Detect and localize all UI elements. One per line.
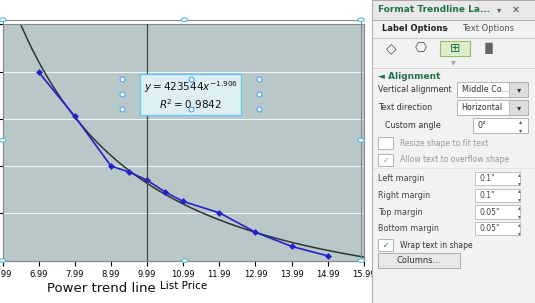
Text: ▾: ▾ [451, 57, 456, 67]
Bar [475, 222, 521, 235]
Text: ▾: ▾ [518, 214, 521, 219]
Text: Power trend line: Power trend line [47, 282, 156, 295]
Text: ▴: ▴ [518, 222, 521, 227]
Text: Middle Co...: Middle Co... [462, 85, 509, 94]
Text: ▾: ▾ [518, 231, 521, 236]
Text: $y = 423544x^{-1.906}$
$R^{2} = 0.9842$: $y = 423544x^{-1.906}$ $R^{2} = 0.9842$ [144, 79, 238, 111]
Text: Resize shape to fit text: Resize shape to fit text [400, 138, 488, 148]
Text: Right margin: Right margin [378, 191, 431, 200]
Text: Left margin: Left margin [378, 174, 425, 183]
Text: ▴: ▴ [518, 172, 521, 177]
Bar [473, 118, 529, 133]
Text: 0°: 0° [478, 121, 487, 130]
Bar [378, 154, 393, 166]
Text: ▾: ▾ [517, 85, 521, 94]
Text: ◄ Alignment: ◄ Alignment [378, 72, 441, 81]
Bar [457, 82, 529, 97]
Bar [475, 189, 521, 202]
Text: Bottom margin: Bottom margin [378, 224, 439, 233]
Text: ▾: ▾ [497, 5, 501, 14]
Text: Vertical alignment: Vertical alignment [378, 85, 452, 94]
Text: ▐▌: ▐▌ [481, 43, 498, 54]
Text: Allow text to overflow shape: Allow text to overflow shape [400, 155, 509, 165]
Bar [378, 239, 393, 251]
Bar [372, 0, 535, 20]
Text: ⊞: ⊞ [450, 42, 460, 55]
Text: ◇: ◇ [386, 42, 397, 55]
Bar [475, 172, 521, 185]
Text: Top margin: Top margin [378, 208, 423, 217]
Text: ▴: ▴ [518, 205, 521, 210]
Text: Text direction: Text direction [378, 103, 432, 112]
Text: Horizontal: Horizontal [462, 103, 503, 112]
Bar [509, 82, 529, 97]
Text: ▾: ▾ [518, 181, 521, 186]
Bar [440, 41, 470, 56]
Bar [378, 253, 460, 268]
Text: ▾: ▾ [518, 198, 521, 202]
Text: 0.05": 0.05" [479, 224, 500, 233]
Bar [475, 205, 521, 219]
Text: Format Trendline La...: Format Trendline La... [378, 5, 491, 14]
Text: Text Options: Text Options [462, 24, 514, 33]
Bar [509, 100, 529, 115]
Text: 0.1": 0.1" [479, 174, 495, 183]
Text: ✕: ✕ [511, 5, 519, 15]
Text: ▾: ▾ [444, 24, 448, 33]
Text: 0.1": 0.1" [479, 191, 495, 200]
Text: ▾: ▾ [519, 128, 522, 133]
Text: ✓: ✓ [383, 155, 389, 165]
Text: Columns...: Columns... [397, 256, 441, 265]
Text: ▴: ▴ [519, 119, 522, 124]
Text: Wrap text in shape: Wrap text in shape [400, 241, 472, 250]
Text: ⎔: ⎔ [415, 42, 427, 55]
X-axis label: List Price: List Price [159, 281, 207, 291]
Text: ✓: ✓ [383, 241, 389, 250]
Bar [457, 100, 529, 115]
Text: ▴: ▴ [518, 188, 521, 193]
Bar [378, 137, 393, 149]
Text: Label Options: Label Options [381, 24, 447, 33]
Text: Custom angle: Custom angle [385, 121, 441, 130]
Text: 0.05": 0.05" [479, 208, 500, 217]
Text: ▾: ▾ [517, 103, 521, 112]
